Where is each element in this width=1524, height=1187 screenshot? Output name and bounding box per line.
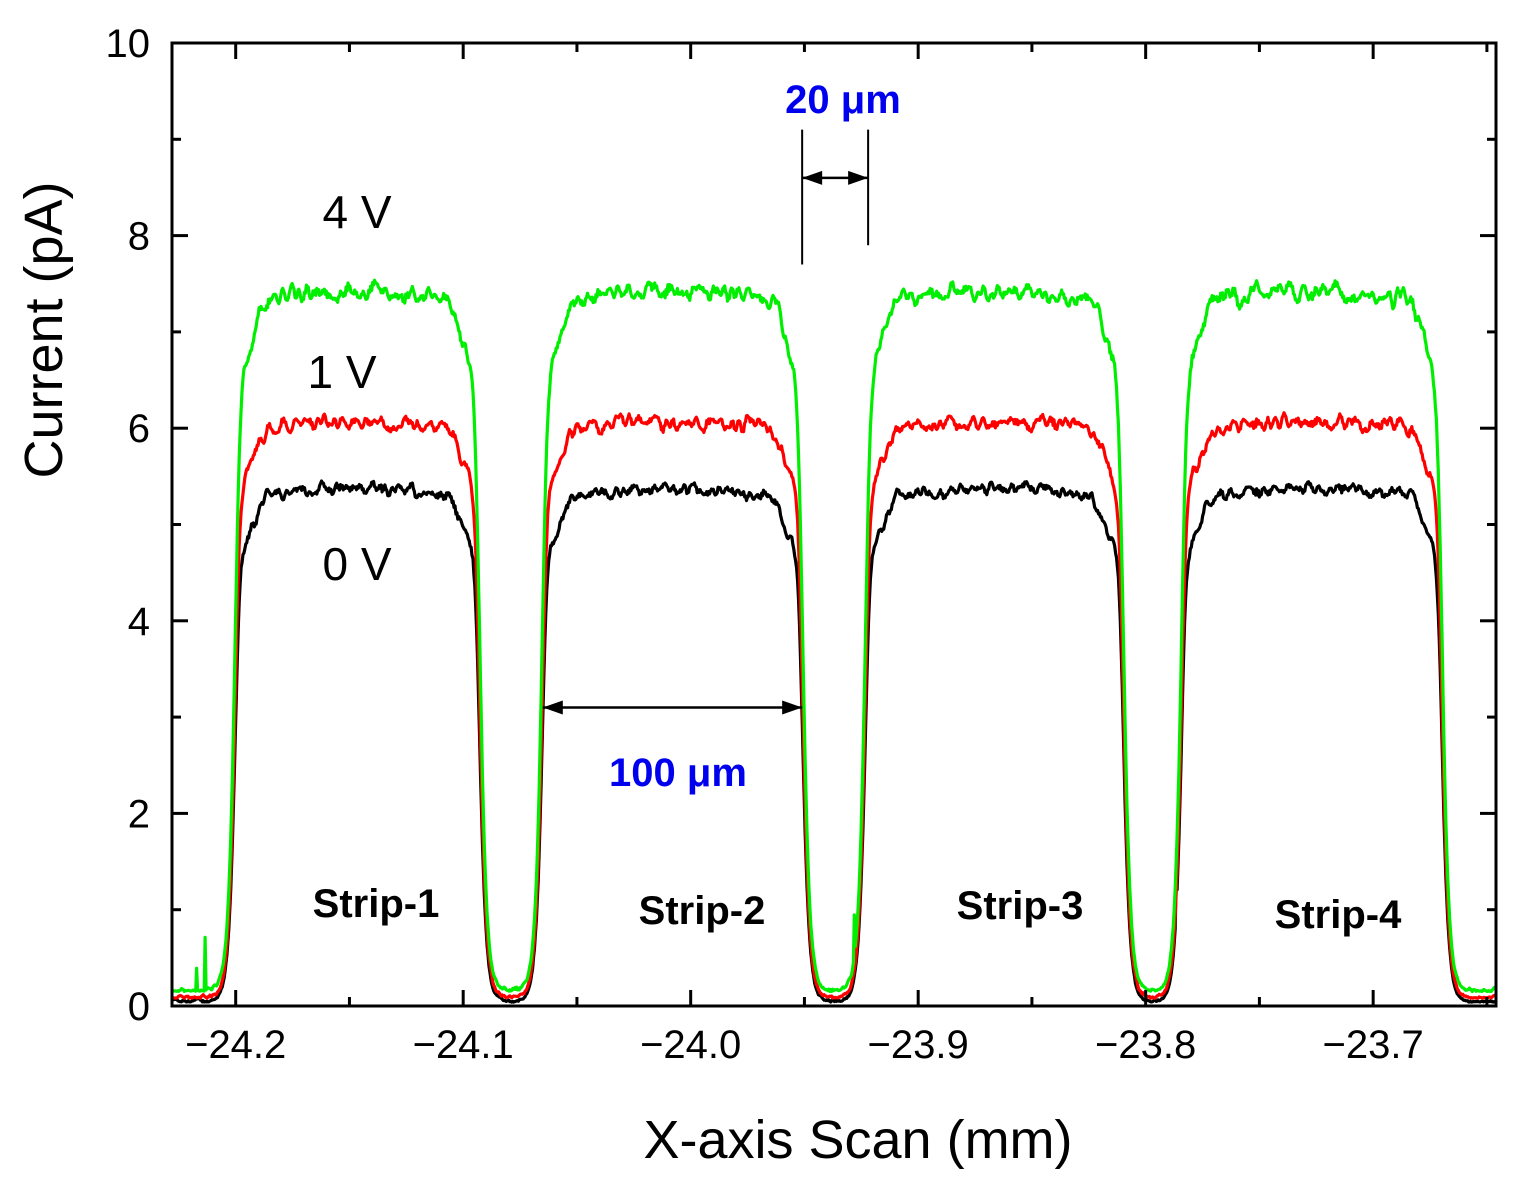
x-axis-label: X-axis Scan (mm) bbox=[643, 1110, 1072, 1170]
y-axis-label: Current (pA) bbox=[14, 181, 74, 478]
series-line-0v bbox=[171, 479, 1497, 1004]
y-tick-label: 2 bbox=[128, 792, 150, 836]
dimension-arrowhead-right-1 bbox=[782, 700, 803, 715]
y-tick-label: 0 bbox=[128, 985, 150, 1029]
series-line-4v bbox=[170, 278, 1497, 994]
y-tick-label: 10 bbox=[106, 22, 151, 66]
curves-layer bbox=[170, 278, 1498, 1004]
dimension-arrowhead-left-0 bbox=[802, 170, 823, 185]
dimension-arrowhead-left-1 bbox=[542, 700, 563, 715]
x-tick-label: −23.9 bbox=[868, 1023, 969, 1067]
x-tick-label: −24.1 bbox=[413, 1023, 514, 1067]
annotation-20um: 20 μm bbox=[785, 78, 901, 122]
y-tick-label: 6 bbox=[128, 407, 150, 451]
series-line-1v bbox=[170, 411, 1498, 1000]
x-tick-label: −24.2 bbox=[185, 1023, 286, 1067]
series-label-4v: 4 V bbox=[322, 186, 391, 238]
dimension-arrowhead-right-0 bbox=[848, 170, 869, 185]
x-tick-label: −24.0 bbox=[640, 1023, 741, 1067]
x-axis-ticks: −24.2 −24.1 −24.0 −23.9 −23.8 −23.7 bbox=[185, 43, 1489, 1067]
strip-label-4: Strip-4 bbox=[1275, 893, 1402, 937]
y-tick-label: 8 bbox=[128, 215, 150, 259]
y-tick-label: 4 bbox=[128, 600, 150, 644]
strip-label-3: Strip-3 bbox=[957, 884, 1084, 928]
dimension-annotations bbox=[542, 129, 870, 715]
x-tick-label: −23.8 bbox=[1095, 1023, 1196, 1067]
series-label-1v: 1 V bbox=[307, 346, 376, 398]
strip-label-1: Strip-1 bbox=[313, 882, 440, 926]
annotation-100um: 100 μm bbox=[609, 751, 747, 795]
x-tick-label: −23.7 bbox=[1323, 1023, 1424, 1067]
strip-label-2: Strip-2 bbox=[639, 889, 766, 933]
series-label-0v: 0 V bbox=[322, 538, 391, 590]
